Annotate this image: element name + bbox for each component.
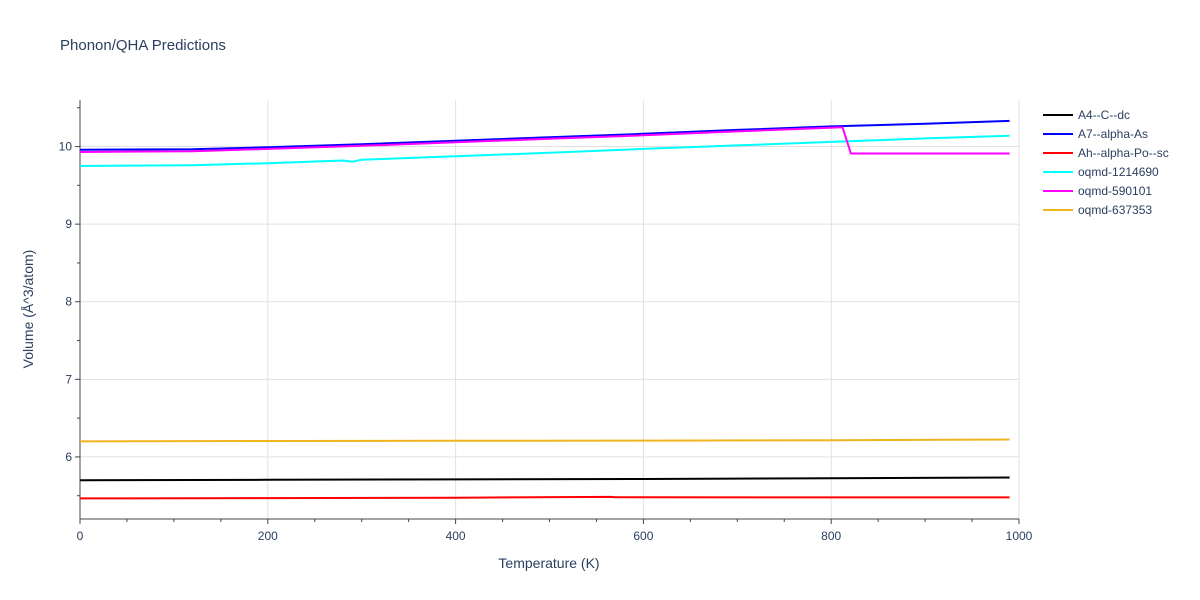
grid: [80, 100, 1020, 519]
series-line-oqmd-590101: [79, 126, 1010, 155]
y-tick-label: 6: [65, 450, 72, 464]
y-tick-label: 9: [65, 217, 72, 231]
series-line-oqmd-637353: [79, 438, 1010, 443]
axes: [75, 100, 1020, 524]
y-tick-label: 10: [59, 140, 73, 154]
series-line-Ah--alpha-Po--sc: [79, 495, 1010, 500]
x-tick-label: 0: [77, 529, 84, 543]
y-tick-label: 8: [65, 295, 72, 309]
legend-item[interactable]: A7--alpha-As: [1043, 127, 1148, 141]
x-tick-label: 800: [821, 529, 841, 543]
legend[interactable]: A4--C--dc A7--alpha-As Ah--alpha-Po--sc oqm…: [1043, 108, 1169, 217]
x-tick-labels: 0 200 400 600 800 1000: [77, 529, 1033, 543]
series-lines: [79, 119, 1010, 500]
legend-label: oqmd-637353: [1078, 203, 1152, 217]
y-tick-labels: 6 7 8 9 10: [59, 140, 73, 464]
y-tick-label: 7: [65, 372, 72, 386]
series-line-A4--C--dc: [79, 476, 1010, 482]
legend-label: Ah--alpha-Po--sc: [1078, 146, 1169, 160]
x-tick-label: 1000: [1006, 529, 1033, 543]
series-line-A7--alpha-As: [79, 119, 1010, 151]
chart-title: Phonon/QHA Predictions: [60, 37, 226, 54]
legend-item[interactable]: oqmd-1214690: [1043, 165, 1159, 179]
x-tick-label: 200: [258, 529, 278, 543]
x-tick-label: 400: [446, 529, 466, 543]
legend-label: oqmd-590101: [1078, 184, 1152, 198]
x-axis-title: Temperature (K): [498, 555, 599, 571]
legend-item[interactable]: A4--C--dc: [1043, 108, 1130, 122]
series-line-oqmd-1214690: [79, 134, 1010, 167]
legend-item[interactable]: Ah--alpha-Po--sc: [1043, 146, 1169, 160]
legend-item[interactable]: oqmd-637353: [1043, 203, 1152, 217]
legend-label: oqmd-1214690: [1078, 165, 1159, 179]
x-tick-label: 600: [633, 529, 653, 543]
y-axis-title: Volume (Å^3/atom): [20, 250, 36, 369]
legend-label: A7--alpha-As: [1078, 127, 1148, 141]
legend-item[interactable]: oqmd-590101: [1043, 184, 1152, 198]
legend-label: A4--C--dc: [1078, 108, 1130, 122]
